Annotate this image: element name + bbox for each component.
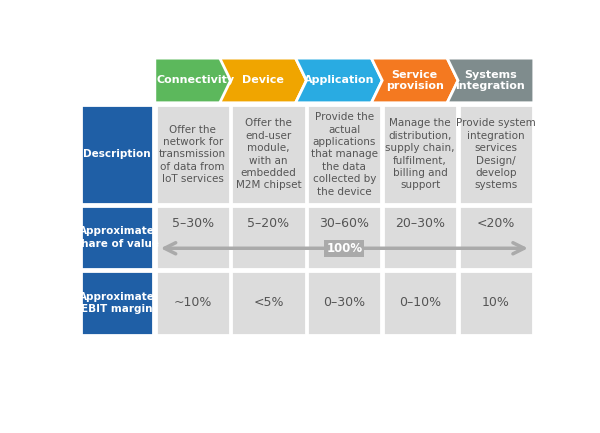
Bar bbox=[155, 206, 230, 269]
Text: Provide the
actual
applications
that manage
the data
collected by
the device: Provide the actual applications that man… bbox=[311, 112, 378, 197]
Text: Device: Device bbox=[242, 75, 284, 85]
Bar bbox=[232, 206, 305, 269]
Text: Application: Application bbox=[304, 75, 374, 85]
Bar bbox=[307, 206, 382, 269]
Polygon shape bbox=[220, 58, 307, 103]
Bar bbox=[459, 105, 533, 204]
Text: ~10%: ~10% bbox=[173, 297, 212, 310]
Text: 100%: 100% bbox=[326, 242, 362, 255]
Bar bbox=[232, 105, 305, 204]
Text: 10%: 10% bbox=[482, 297, 510, 310]
Bar bbox=[81, 206, 152, 269]
Text: Connectivity: Connectivity bbox=[157, 75, 235, 85]
Text: Approximate
EBIT margin: Approximate EBIT margin bbox=[79, 292, 155, 314]
Text: Service
provision: Service provision bbox=[386, 70, 443, 91]
Text: <20%: <20% bbox=[477, 217, 515, 230]
Text: 0–30%: 0–30% bbox=[323, 297, 365, 310]
Bar bbox=[81, 271, 152, 335]
Text: Offer the
network for
transmission
of data from
IoT services: Offer the network for transmission of da… bbox=[159, 125, 226, 184]
Polygon shape bbox=[155, 58, 241, 103]
Text: Approximate
share of value: Approximate share of value bbox=[75, 226, 159, 249]
Bar bbox=[155, 105, 230, 204]
Text: 5–30%: 5–30% bbox=[172, 217, 214, 230]
Bar bbox=[81, 105, 152, 204]
Bar bbox=[307, 105, 382, 204]
Text: 5–20%: 5–20% bbox=[247, 217, 290, 230]
Text: 30–60%: 30–60% bbox=[319, 217, 370, 230]
Text: Offer the
end-user
module,
with an
embedded
M2M chipset: Offer the end-user module, with an embed… bbox=[236, 118, 301, 191]
Bar bbox=[383, 271, 457, 335]
Bar bbox=[459, 271, 533, 335]
Bar bbox=[459, 206, 533, 269]
Bar bbox=[383, 105, 457, 204]
Bar bbox=[383, 206, 457, 269]
Bar bbox=[307, 271, 382, 335]
Text: Provide system
integration
services
Design/
develop
systems: Provide system integration services Desi… bbox=[456, 118, 536, 191]
Text: Manage the
distribution,
supply chain,
fulfilment,
billing and
support: Manage the distribution, supply chain, f… bbox=[385, 118, 455, 191]
Polygon shape bbox=[447, 58, 534, 103]
Polygon shape bbox=[371, 58, 458, 103]
Bar bbox=[232, 271, 305, 335]
Text: 0–10%: 0–10% bbox=[399, 297, 441, 310]
Text: Description: Description bbox=[83, 149, 151, 159]
Text: <5%: <5% bbox=[253, 297, 284, 310]
Bar bbox=[155, 271, 230, 335]
Text: 20–30%: 20–30% bbox=[395, 217, 445, 230]
Polygon shape bbox=[296, 58, 382, 103]
Text: Systems
integration: Systems integration bbox=[455, 70, 526, 91]
